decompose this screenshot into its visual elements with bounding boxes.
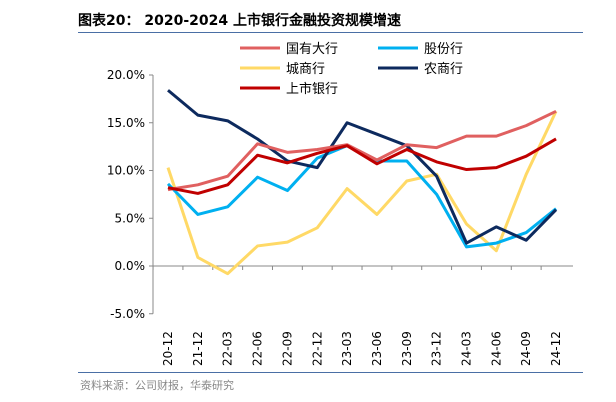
y-tick-label: 10.0% [107, 164, 145, 178]
y-tick-label: 0.0% [115, 259, 146, 273]
x-tick-label: 24-06 [489, 331, 503, 366]
y-tick-label: -5.0% [110, 307, 145, 321]
y-tick-label: 20.0% [107, 68, 145, 82]
legend-label: 国有大行 [286, 42, 338, 57]
x-tick-label: 20-12 [161, 331, 175, 366]
source-note: 资料来源：公司财报，华泰研究 [80, 379, 234, 392]
series-line-5 [167, 137, 557, 195]
x-tick-label: 22-12 [310, 331, 324, 366]
y-tick-label: 15.0% [107, 116, 145, 130]
x-tick-label: 23-03 [340, 331, 354, 366]
x-tick-label: 23-12 [430, 331, 444, 366]
x-tick-label: 24-09 [519, 331, 533, 366]
y-tick-label: 5.0% [115, 211, 146, 225]
x-tick-label: 22-03 [221, 331, 235, 366]
source-divider [78, 372, 583, 373]
x-tick-label: 21-12 [191, 331, 205, 366]
legend-label: 股份行 [424, 42, 463, 57]
title-divider [78, 32, 583, 33]
x-tick-label: 23-06 [370, 331, 384, 366]
series-line-3 [166, 110, 558, 276]
series-line-1 [167, 109, 557, 192]
x-tick-label: 23-09 [400, 331, 414, 366]
chart-title: 图表20： 2020-2024 上市银行金融投资规模增速 [78, 13, 401, 29]
legend-label: 城商行 [286, 62, 325, 77]
x-tick-label: 24-12 [549, 331, 563, 366]
x-tick-label: 24-03 [460, 331, 474, 366]
series-line-2 [166, 144, 557, 249]
legend-label: 农商行 [424, 62, 463, 77]
series-line-4 [167, 89, 558, 245]
legend-label: 上市银行 [286, 81, 338, 97]
x-tick-label: 22-09 [280, 331, 294, 366]
x-tick-label: 22-06 [251, 331, 265, 366]
